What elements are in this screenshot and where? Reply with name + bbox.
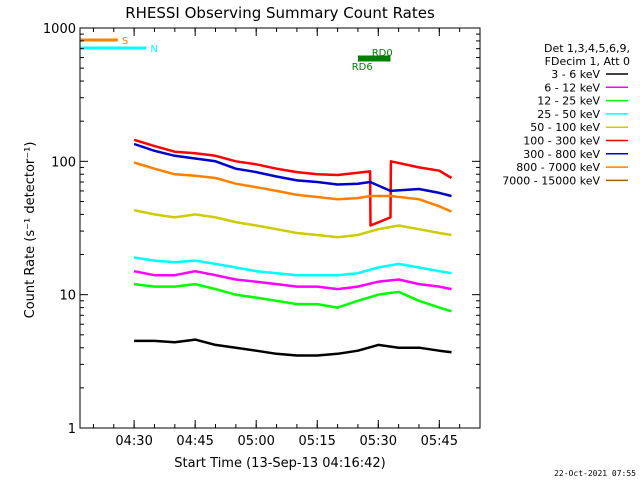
- legend-label-0: 3 - 6 keV: [551, 68, 600, 81]
- legend-label-5: 100 - 300 keV: [523, 135, 600, 148]
- chart-title: RHESSI Observing Summary Count Rates: [125, 4, 435, 22]
- axes-layer: 1 10 100 1000 04:30 04:45 05:00 05:15 05:30 05:45: [43, 22, 481, 449]
- legend-label-4: 50 - 100 keV: [530, 121, 600, 134]
- x-tick-label: 05:30: [360, 434, 397, 449]
- legend-label-1: 6 - 12 keV: [544, 81, 600, 94]
- x-tick-label: 05:00: [237, 434, 274, 449]
- series-layer: [133, 138, 453, 357]
- flag-label-rd6: RD6: [352, 62, 373, 73]
- x-tick-label: 04:30: [115, 434, 152, 449]
- x-tick-label: 04:45: [176, 434, 213, 449]
- y-tick-label: 1: [68, 422, 76, 437]
- series-line-0: [134, 338, 452, 357]
- y-tick-label: 1000: [43, 22, 76, 37]
- legend-label-6: 300 - 800 keV: [523, 148, 600, 161]
- legend-label-7: 800 - 7000 keV: [516, 161, 600, 174]
- series-line-2: [133, 282, 452, 313]
- flags-layer: S N RD0 RD6: [80, 36, 393, 73]
- series-line-3: [133, 256, 452, 277]
- flag-label-s: S: [122, 36, 128, 47]
- x-axis-label: Start Time (13-Sep-13 04:16:42): [174, 456, 385, 471]
- series-line-7: [133, 161, 452, 213]
- legend-header-line-2: FDecim 1, Att 0: [545, 55, 630, 68]
- x-tick-label: 05:15: [298, 434, 335, 449]
- y-axis-label: Count Rate (s⁻¹ detector⁻¹): [23, 142, 38, 319]
- legend: Det 1,3,4,5,6,9, FDecim 1, Att 0 3 - 6 k…: [502, 42, 630, 187]
- series-line-1: [133, 269, 452, 291]
- legend-header-line-1: Det 1,3,4,5,6,9,: [544, 42, 630, 55]
- x-tick-label: 05:45: [421, 434, 458, 449]
- y-tick-label: 10: [59, 289, 76, 304]
- flag-label-n: N: [150, 44, 157, 55]
- y-tick-label: 100: [51, 155, 76, 170]
- legend-label-8: 7000 - 15000 keV: [502, 174, 600, 187]
- series-line-6: [133, 142, 452, 198]
- plot-frame: [79, 27, 481, 429]
- series-line-4: [133, 208, 452, 239]
- flag-label-rd0: RD0: [372, 48, 393, 59]
- footer-date: 22-Oct-2021 07:55: [554, 469, 636, 478]
- legend-label-3: 25 - 50 keV: [537, 108, 600, 121]
- legend-label-2: 12 - 25 keV: [537, 95, 600, 108]
- series-line-5: [133, 138, 453, 227]
